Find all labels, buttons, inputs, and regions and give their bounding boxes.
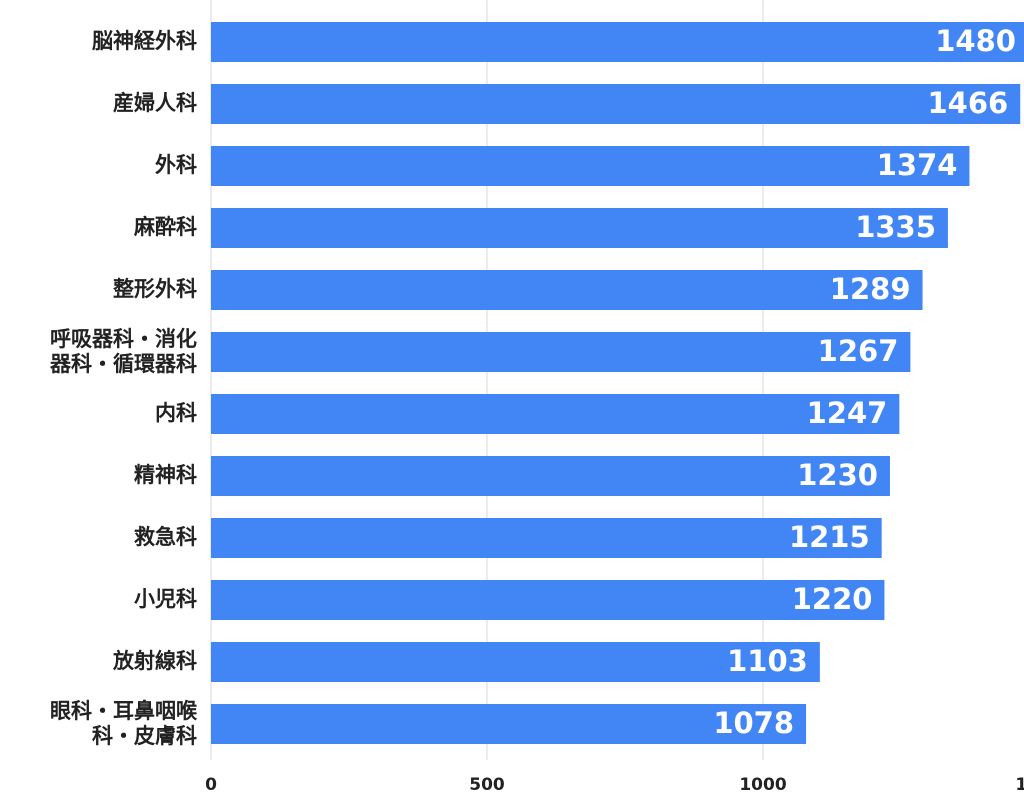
value-label: 1480 [935, 24, 1016, 58]
value-label: 1078 [713, 706, 794, 740]
y-tick-label: 救急科 [134, 525, 197, 549]
x-tick-label: 500 [469, 775, 505, 795]
bar [211, 642, 820, 682]
x-tick-label: 1000 [739, 775, 786, 795]
y-tick-label: 呼吸器科・消化器科・循環器科 [49, 327, 197, 376]
y-tick-label: 放射線科 [112, 649, 197, 673]
y-tick-label: 整形外科 [113, 277, 197, 301]
bar [211, 518, 882, 558]
bar [211, 146, 970, 186]
y-tick-label: 精神科 [134, 463, 197, 487]
bar [211, 84, 1021, 124]
value-label: 1466 [928, 86, 1009, 120]
y-tick-label: 産婦人科 [113, 91, 197, 115]
bar [211, 580, 885, 620]
bar [211, 704, 807, 744]
y-tick-label: 外科 [155, 153, 197, 177]
value-label: 1267 [818, 334, 899, 368]
value-label: 1289 [830, 272, 911, 306]
y-tick-label: 脳神経外科 [92, 29, 197, 53]
value-label: 1247 [807, 396, 888, 430]
y-tick-label: 眼科・耳鼻咽喉科・皮膚科 [50, 699, 198, 748]
bar [211, 394, 900, 434]
bar [211, 332, 911, 372]
value-label: 1220 [792, 582, 873, 616]
value-label: 1215 [789, 520, 870, 554]
y-tick-label: 内科 [155, 401, 197, 425]
x-tick-label: 1500 [1015, 775, 1024, 795]
value-label: 1374 [877, 148, 958, 182]
x-tick-label: 0 [205, 775, 217, 795]
y-tick-label: 麻酔科 [133, 215, 197, 239]
bar [211, 208, 948, 248]
value-label: 1335 [855, 210, 936, 244]
value-label: 1230 [797, 458, 878, 492]
bar [211, 22, 1024, 62]
value-label: 1103 [727, 644, 808, 678]
bar [211, 270, 923, 310]
y-tick-label: 小児科 [134, 587, 197, 611]
bar [211, 456, 890, 496]
